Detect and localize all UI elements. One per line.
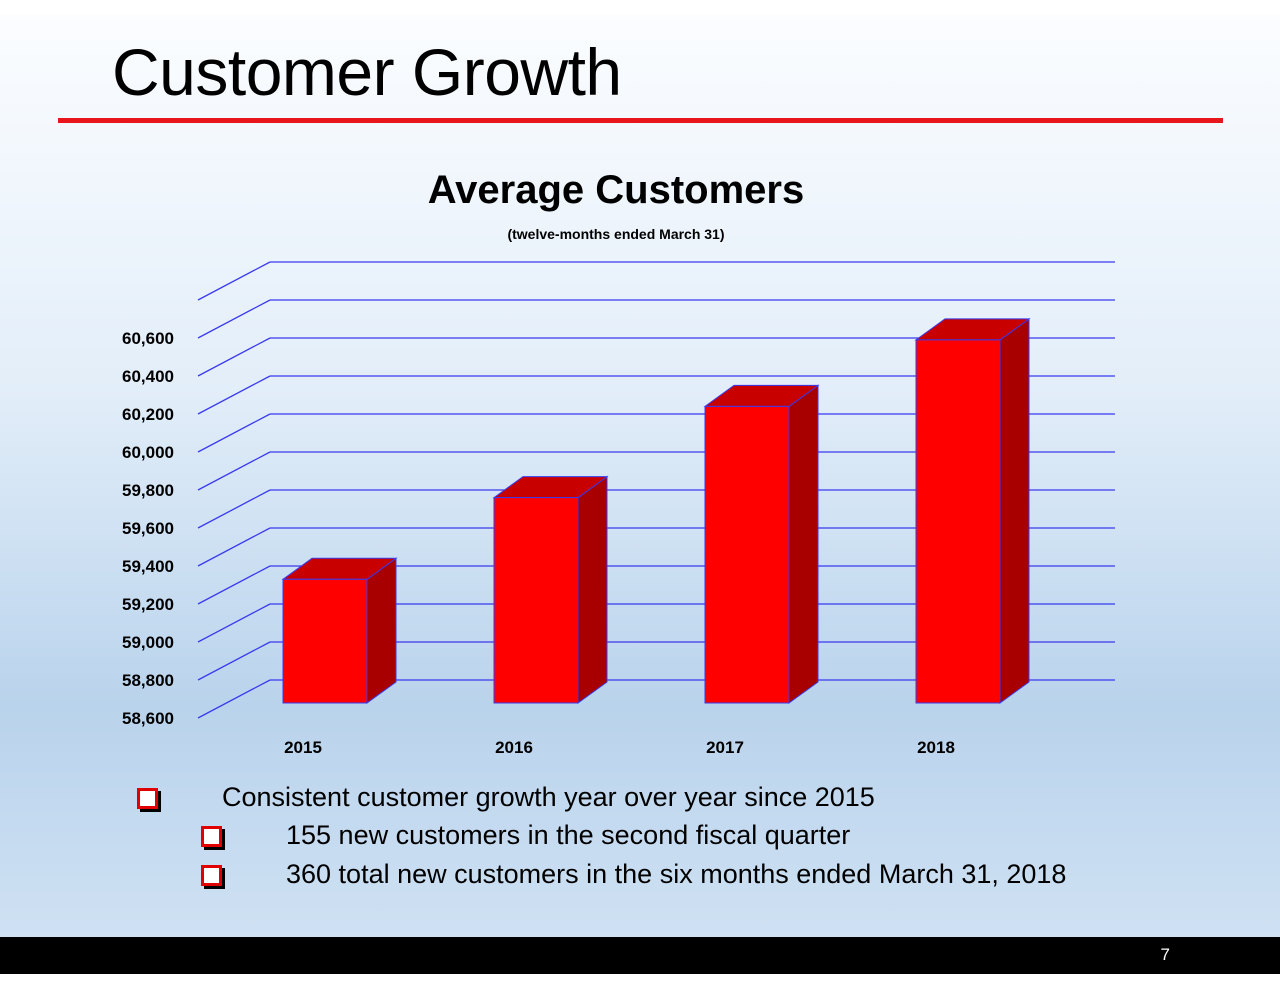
y-tick-label: 60,200: [122, 405, 174, 424]
gridline-depth: [197, 679, 271, 719]
gridline-depth: [197, 375, 271, 415]
bar-side: [366, 557, 397, 704]
y-tick-label: 59,400: [122, 557, 174, 576]
bar: [282, 578, 368, 704]
x-tick-label: 2015: [284, 738, 322, 757]
y-tick-label: 59,000: [122, 633, 174, 652]
bullet-checkbox-icon: [201, 826, 222, 847]
chart-title: Average Customers: [427, 168, 805, 212]
y-tick-label: 59,600: [122, 519, 174, 538]
gridline-depth: [197, 527, 271, 567]
gridline-depth: [197, 451, 271, 491]
bullet-item: Consistent customer growth year over yea…: [222, 782, 875, 812]
x-tick-label: 2018: [917, 738, 955, 757]
gridline-depth: [197, 603, 271, 643]
y-tick-label: 60,000: [122, 443, 174, 462]
bullet-checkbox-icon: [201, 865, 222, 886]
gridline-depth: [197, 489, 271, 529]
chart-subtitle: (twelve-months ended March 31): [507, 226, 725, 242]
bar-side: [999, 317, 1030, 704]
bar-side: [577, 475, 608, 704]
gridline-depth: [197, 413, 271, 453]
slide-background: [0, 15, 1280, 937]
y-tick-label: 59,200: [122, 595, 174, 614]
bar: [493, 497, 579, 704]
x-tick-label: 2017: [706, 738, 744, 757]
y-tick-label: 58,800: [122, 671, 174, 690]
gridline-depth: [197, 261, 271, 301]
bar-chart: 58,600 58,800 59,000 59,200 59,400 59,600 59,8…: [122, 261, 1115, 757]
footer-bar: 7: [0, 937, 1280, 974]
gridline-depth: [197, 337, 271, 377]
slide-title: Customer Growth: [112, 35, 622, 109]
page-number: 7: [1160, 945, 1170, 964]
gridline-depth: [197, 565, 271, 605]
bullet-item: 360 total new customers in the six month…: [286, 859, 1067, 889]
bar: [915, 339, 1001, 704]
gridline-depth: [197, 641, 271, 681]
bar: [704, 405, 790, 704]
y-tick-label: 59,800: [122, 481, 174, 500]
y-tick-label: 58,600: [122, 709, 174, 728]
bullet-item: 155 new customers in the second fiscal q…: [286, 820, 851, 850]
x-tick-label: 2016: [495, 738, 533, 757]
bar-side: [788, 384, 819, 704]
title-underline: [58, 118, 1223, 123]
y-tick-label: 60,600: [122, 329, 174, 348]
y-tick-label: 60,400: [122, 367, 174, 386]
gridline-depth: [197, 299, 271, 339]
bullet-checkbox-icon: [137, 788, 158, 809]
